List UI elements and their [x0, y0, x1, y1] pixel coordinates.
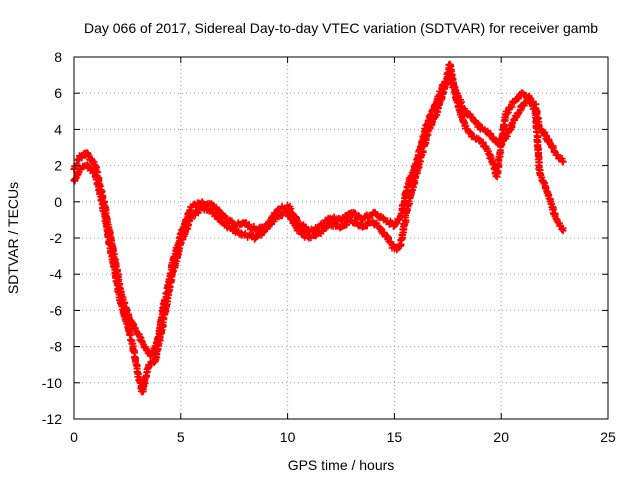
data-marker: [503, 110, 511, 118]
chart-title: Day 066 of 2017, Sidereal Day-to-day VTE…: [84, 20, 598, 36]
series-band-2: [70, 60, 567, 396]
data-point: [559, 227, 567, 235]
data-marker: [73, 160, 81, 168]
y-tick-label-6: 0: [54, 194, 62, 210]
axis-ticks: 0 5 10 15 20 25 -12 -10 -8 -6 -4 -2 0 2 4 6 8: [42, 49, 616, 445]
data-marker: [558, 225, 566, 233]
data-marker: [535, 165, 543, 173]
data-marker: [296, 226, 304, 234]
y-tick-label-2: -8: [50, 339, 63, 355]
y-tick-label-0: -12: [42, 411, 62, 427]
data-marker: [428, 119, 436, 127]
x-tick-label-4: 20: [493, 429, 509, 445]
data-marker: [558, 157, 566, 165]
data-marker: [131, 324, 139, 332]
series-band-1: [70, 75, 567, 360]
y-tick-label-7: 2: [54, 158, 62, 174]
y-tick-label-5: -2: [50, 230, 63, 246]
y-axis-label: SDTVAR / TECUs: [5, 182, 21, 294]
data-marker: [141, 376, 149, 384]
data-marker: [428, 106, 436, 114]
x-tick-label-0: 0: [70, 429, 78, 445]
data-point: [559, 158, 567, 166]
y-tick-label-8: 4: [54, 121, 62, 137]
y-tick-label-4: -4: [50, 266, 63, 282]
y-tick-label-9: 6: [54, 85, 62, 101]
x-tick-label-2: 10: [280, 429, 296, 445]
x-axis-label: GPS time / hours: [288, 457, 395, 473]
data-marker: [441, 82, 449, 90]
x-tick-label-3: 15: [387, 429, 403, 445]
x-tick-label-5: 25: [600, 429, 616, 445]
x-tick-label-1: 5: [177, 429, 185, 445]
data-marker: [404, 201, 412, 209]
y-tick-label-10: 8: [54, 49, 62, 65]
data-marker: [500, 120, 508, 128]
y-tick-label-3: -6: [50, 302, 63, 318]
data-points: [70, 60, 567, 396]
data-marker: [302, 223, 310, 231]
data-marker: [552, 214, 560, 222]
data-marker: [175, 245, 183, 253]
data-marker: [92, 175, 100, 183]
data-marker: [380, 228, 388, 236]
y-tick-label-1: -10: [42, 375, 62, 391]
